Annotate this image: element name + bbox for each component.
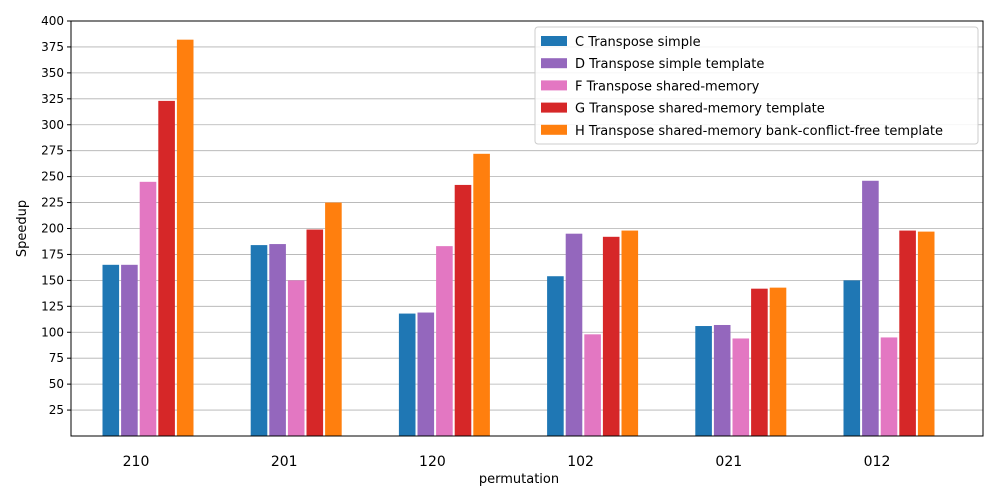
y-tick-label: 275 bbox=[41, 144, 64, 158]
y-tick-label: 250 bbox=[41, 170, 64, 184]
x-axis-ticks: 210 201 120 102 021 012 bbox=[123, 454, 891, 470]
bar bbox=[695, 326, 712, 436]
bar bbox=[843, 280, 861, 436]
bar bbox=[306, 229, 324, 436]
y-axis-ticks: 25 50 75 100 125 150 175 200 225 250 275 300 325 350 3… bbox=[41, 14, 71, 417]
bar bbox=[602, 236, 620, 436]
bar bbox=[121, 264, 138, 436]
bar bbox=[325, 202, 342, 436]
bar bbox=[417, 312, 435, 436]
x-tick-label: 120 bbox=[419, 454, 446, 470]
bar bbox=[473, 153, 490, 437]
y-axis-title: Speedup bbox=[15, 200, 30, 257]
legend-frame bbox=[534, 26, 979, 145]
y-tick-label: 100 bbox=[41, 325, 64, 339]
bar bbox=[176, 39, 194, 437]
y-tick-label: 300 bbox=[41, 118, 64, 132]
bar bbox=[436, 246, 453, 436]
bar bbox=[398, 313, 416, 436]
bar bbox=[139, 181, 157, 436]
bar bbox=[880, 337, 898, 436]
x-tick-label: 210 bbox=[123, 454, 150, 470]
x-tick-label: 201 bbox=[271, 454, 298, 470]
legend-swatch bbox=[541, 36, 567, 46]
legend-swatch bbox=[541, 80, 567, 91]
y-tick-label: 50 bbox=[49, 377, 64, 391]
bar bbox=[269, 244, 286, 436]
bars bbox=[102, 39, 935, 437]
bar bbox=[713, 324, 731, 436]
bar bbox=[621, 230, 639, 436]
y-tick-label: 200 bbox=[41, 222, 64, 236]
bar bbox=[899, 230, 916, 436]
legend-entry-label: F Transpose shared-memory bbox=[575, 79, 760, 94]
bar bbox=[250, 245, 268, 436]
bar bbox=[862, 180, 879, 436]
bar bbox=[732, 338, 750, 436]
bar bbox=[917, 231, 935, 436]
bar bbox=[287, 280, 305, 436]
x-tick-label: 021 bbox=[715, 454, 742, 470]
x-tick-label: 012 bbox=[864, 454, 891, 470]
legend-entry-label: H Transpose shared-memory bank-conflict-… bbox=[575, 124, 943, 139]
legend-entry-label: G Transpose shared-memory template bbox=[575, 102, 825, 117]
bar bbox=[769, 287, 787, 436]
bar bbox=[158, 100, 175, 436]
y-tick-label: 350 bbox=[41, 66, 64, 80]
y-tick-label: 400 bbox=[41, 14, 64, 28]
bar bbox=[454, 184, 472, 436]
bar bbox=[565, 233, 583, 436]
legend: C Transpose simple D Transpose simple tem… bbox=[534, 26, 979, 145]
y-tick-label: 325 bbox=[41, 92, 64, 106]
legend-swatch bbox=[541, 102, 567, 113]
y-tick-label: 175 bbox=[41, 247, 64, 261]
bar bbox=[102, 264, 120, 436]
y-tick-label: 150 bbox=[41, 273, 64, 287]
y-tick-label: 75 bbox=[49, 351, 64, 365]
x-tick-label: 102 bbox=[567, 454, 594, 470]
bar bbox=[547, 276, 564, 436]
legend-entry-label: C Transpose simple bbox=[575, 35, 701, 50]
y-tick-label: 225 bbox=[41, 196, 64, 210]
y-tick-label: 25 bbox=[49, 403, 64, 417]
y-tick-label: 125 bbox=[41, 299, 64, 313]
legend-swatch bbox=[541, 124, 567, 135]
x-axis-title: permutation bbox=[479, 472, 559, 487]
y-tick-label: 375 bbox=[41, 40, 64, 54]
bar bbox=[584, 334, 601, 436]
legend-entry-label: D Transpose simple template bbox=[575, 57, 764, 72]
legend-swatch bbox=[541, 58, 567, 69]
bar bbox=[751, 288, 768, 436]
